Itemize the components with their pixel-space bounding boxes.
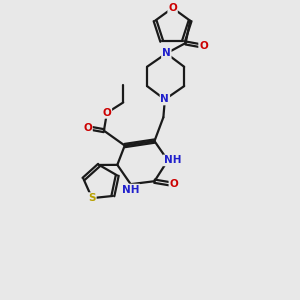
Text: O: O — [169, 179, 178, 189]
Text: O: O — [199, 41, 208, 51]
Text: NH: NH — [122, 184, 140, 194]
Text: O: O — [168, 3, 177, 13]
Text: N: N — [162, 48, 171, 59]
Text: O: O — [103, 108, 111, 118]
Text: O: O — [83, 123, 92, 133]
Text: N: N — [160, 94, 169, 104]
Text: S: S — [88, 193, 96, 203]
Text: NH: NH — [164, 155, 181, 165]
